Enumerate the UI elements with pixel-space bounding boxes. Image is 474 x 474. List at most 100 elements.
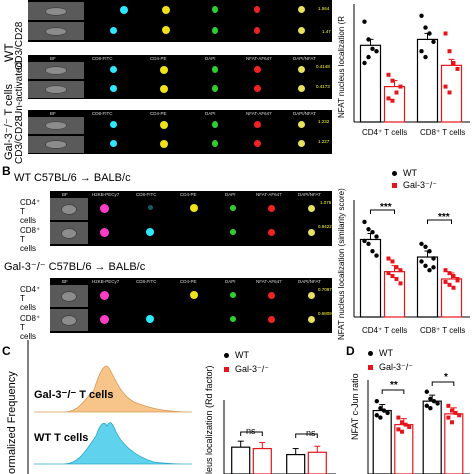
histogram-label-gal3: Gal-3⁻/⁻ T cells bbox=[34, 389, 114, 401]
data-point bbox=[443, 31, 448, 36]
data-point bbox=[443, 84, 448, 89]
merge-cell bbox=[298, 27, 305, 34]
channel-header: CD8-FITC bbox=[92, 111, 113, 116]
channel-header: DAPI bbox=[205, 56, 216, 61]
data-point bbox=[370, 46, 375, 52]
legend-item-wt: WT bbox=[392, 168, 417, 178]
data-point bbox=[455, 66, 460, 71]
histogram-plot bbox=[27, 340, 193, 474]
label-cd3-cd28-2: CD3/CD28 bbox=[14, 115, 25, 164]
data-point bbox=[390, 274, 395, 279]
panel-a-group-label-cd3-2: CD3/CD28 bbox=[14, 116, 25, 164]
data-point bbox=[386, 96, 391, 101]
merge-cell bbox=[298, 66, 305, 73]
bf-image bbox=[28, 81, 84, 98]
data-point bbox=[428, 396, 433, 401]
data-point bbox=[451, 274, 456, 279]
legend-item-wt: WT bbox=[368, 348, 393, 358]
bar bbox=[231, 446, 251, 474]
bf-image bbox=[28, 117, 84, 134]
channel-header: CD4-PE bbox=[150, 111, 167, 116]
dapi-cell bbox=[230, 229, 236, 235]
nfat-cell bbox=[254, 140, 261, 147]
data-point bbox=[446, 403, 451, 408]
data-point bbox=[423, 263, 428, 269]
nfat-cell bbox=[268, 205, 275, 212]
channel-header: DAPI/NFAT bbox=[293, 56, 316, 61]
channel-header: H2KB-PECy7 bbox=[92, 192, 120, 197]
similarity-score: 1.232 bbox=[318, 119, 330, 124]
data-point bbox=[381, 408, 387, 413]
data-point bbox=[400, 429, 404, 434]
legend-marker bbox=[368, 351, 373, 356]
panel-a-category-label: CD4⁺ T cells bbox=[362, 128, 408, 137]
data-point bbox=[374, 49, 379, 54]
panel-d-chart bbox=[367, 380, 470, 474]
data-point bbox=[451, 61, 456, 65]
cd8-fitc-cell bbox=[146, 228, 154, 236]
cd8-fitc-cell bbox=[120, 6, 128, 14]
data-point bbox=[394, 265, 399, 270]
panel-c-chart bbox=[223, 400, 336, 474]
significance-bracket bbox=[295, 433, 318, 438]
significance-bracket bbox=[427, 219, 452, 224]
data-point bbox=[366, 227, 371, 232]
bf-image bbox=[28, 136, 84, 153]
data-point bbox=[374, 398, 379, 404]
data-point bbox=[419, 13, 424, 18]
data-point bbox=[419, 259, 424, 264]
data-point bbox=[362, 19, 367, 24]
dapi-cell bbox=[230, 292, 236, 298]
merge-cell bbox=[308, 316, 315, 323]
data-point bbox=[403, 422, 408, 427]
cd4-pe-cell bbox=[162, 26, 170, 34]
channel-header: DAPI bbox=[225, 192, 236, 197]
histogram-wt bbox=[34, 422, 193, 465]
nfat-cell bbox=[268, 316, 275, 323]
channel-header: NFAT-AF647 bbox=[256, 192, 282, 197]
data-point bbox=[385, 410, 390, 416]
significance-label: *** bbox=[380, 202, 392, 213]
panel-d-label: D bbox=[346, 344, 355, 358]
channel-header: H2KB-PECy7 bbox=[92, 279, 120, 284]
channel-header: BF bbox=[62, 192, 68, 197]
data-point bbox=[398, 281, 403, 286]
data-point bbox=[424, 403, 429, 409]
nfat-cell bbox=[268, 292, 275, 299]
data-point bbox=[443, 279, 448, 284]
data-point bbox=[435, 401, 440, 406]
dapi-cell bbox=[212, 66, 218, 73]
cd4-pe-cell bbox=[160, 85, 168, 93]
data-point bbox=[366, 241, 371, 247]
histogram-gal3 bbox=[34, 365, 193, 413]
data-point bbox=[394, 276, 399, 281]
cd8-fitc-cell bbox=[146, 315, 154, 323]
data-point bbox=[446, 415, 451, 420]
data-point bbox=[443, 268, 448, 273]
channel-header: CD4-PE bbox=[150, 56, 167, 61]
channel-header: BF bbox=[50, 56, 56, 61]
legend-marker bbox=[392, 171, 397, 176]
bf-image bbox=[50, 222, 88, 244]
merge-cell bbox=[298, 6, 305, 13]
legend-item-gal3: Gal-3⁻/⁻ bbox=[368, 362, 413, 373]
row-label: CD8⁺ T cells bbox=[20, 226, 41, 253]
dapi-cell bbox=[212, 6, 218, 13]
data-point bbox=[447, 49, 452, 54]
cd4-pe-cell bbox=[162, 6, 170, 14]
cd8-fitc-cell bbox=[110, 121, 117, 128]
label-unactivated: Un-activated bbox=[14, 61, 25, 118]
bar bbox=[440, 278, 463, 318]
legend-marker bbox=[392, 183, 397, 188]
data-point bbox=[451, 285, 456, 290]
similarity-score: 0.7097 bbox=[318, 287, 332, 292]
dapi-cell bbox=[212, 27, 218, 34]
bf-image bbox=[50, 198, 88, 220]
data-point bbox=[419, 49, 424, 54]
pecy7-cell bbox=[100, 228, 109, 237]
channel-header: NFAT-AF647 bbox=[246, 111, 272, 116]
merge-cell bbox=[298, 140, 305, 147]
similarity-score: 0.4148 bbox=[316, 64, 330, 69]
similarity-score: 0.9422 bbox=[318, 224, 332, 229]
nfat-cell bbox=[254, 121, 261, 128]
